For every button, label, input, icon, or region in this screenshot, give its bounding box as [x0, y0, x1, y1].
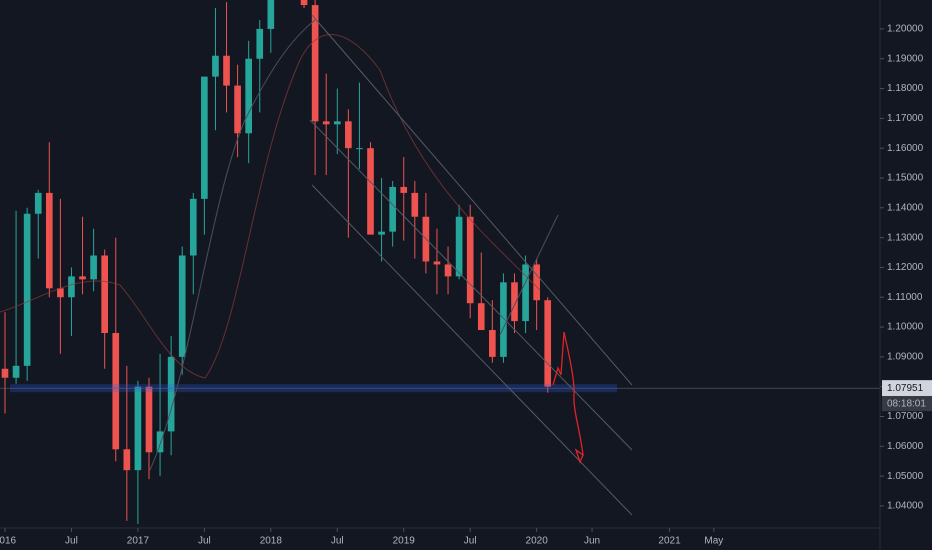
- moving-average: [149, 19, 316, 471]
- candle-body: [23, 213, 31, 366]
- x-tick-label: Jun: [584, 536, 600, 547]
- candle-body: [167, 356, 175, 432]
- x-tick-label: Jul: [65, 536, 78, 547]
- y-tick-label: 1.10000: [887, 322, 924, 333]
- candle-body: [378, 231, 385, 235]
- x-tick-label: 2017: [127, 536, 150, 547]
- x-tick-label: Jul: [198, 536, 211, 547]
- candle-body: [544, 300, 552, 387]
- candle-body: [267, 0, 275, 29]
- candle-body: [345, 121, 352, 149]
- price-label-box: [882, 380, 932, 397]
- candle-body: [134, 386, 142, 471]
- candle-body: [123, 449, 131, 471]
- candle-body: [333, 121, 341, 125]
- candle-body: [400, 186, 408, 193]
- candle-body: [189, 198, 197, 256]
- price-label: 1.07951: [887, 383, 924, 394]
- y-tick-label: 1.19000: [887, 53, 924, 64]
- candle-body: [533, 264, 540, 301]
- candle-body: [389, 186, 396, 232]
- candle-body: [489, 330, 496, 357]
- candle-body: [156, 431, 164, 453]
- channel-line: [311, 14, 633, 386]
- candle-body: [444, 264, 452, 277]
- candle-body: [234, 85, 241, 134]
- candle-body: [245, 58, 252, 134]
- candle-body: [112, 333, 120, 450]
- countdown-box: [882, 396, 932, 412]
- candle-body: [455, 216, 463, 277]
- candle-body: [511, 282, 518, 322]
- y-tick-label: 1.12000: [887, 262, 924, 273]
- candle-body: [522, 264, 529, 322]
- y-tick-label: 1.18000: [887, 83, 924, 94]
- y-tick-label: 1.09000: [887, 352, 924, 363]
- x-tick-label: 2016: [0, 536, 17, 547]
- candle-body: [45, 192, 53, 289]
- candle-body: [12, 365, 20, 378]
- candle-body: [356, 148, 363, 150]
- candle-body: [300, 0, 308, 6]
- x-tick-label: May: [704, 536, 723, 547]
- projection-arrow: [552, 331, 584, 464]
- moving-average: [0, 34, 541, 379]
- channel-line: [309, 119, 633, 451]
- y-tick-label: 1.05000: [887, 471, 924, 482]
- candle-body: [433, 261, 441, 265]
- candle-body: [1, 368, 9, 378]
- y-tick-label: 1.16000: [887, 143, 924, 154]
- candle-body: [367, 148, 374, 235]
- candle-body: [68, 276, 75, 298]
- x-tick-label: 2018: [260, 536, 283, 547]
- x-tick-label: 2020: [526, 536, 549, 547]
- candle-body: [311, 5, 319, 122]
- candle-body: [57, 288, 64, 298]
- x-tick-label: 2021: [658, 536, 681, 547]
- candle-body: [500, 282, 507, 357]
- y-tick-label: 1.06000: [887, 441, 924, 452]
- x-tick-label: 2019: [393, 536, 416, 547]
- candle-body: [79, 276, 86, 280]
- candle-body: [90, 255, 97, 280]
- y-tick-label: 1.13000: [887, 232, 924, 243]
- fan-line: [499, 214, 559, 336]
- drawings: [0, 14, 633, 516]
- candle-body: [477, 303, 485, 331]
- y-tick-label: 1.14000: [887, 202, 924, 213]
- candle-body: [201, 76, 208, 199]
- y-tick-label: 1.20000: [887, 24, 924, 35]
- candle-body: [101, 255, 109, 334]
- candle-body: [212, 55, 219, 77]
- y-tick-label: 1.11000: [887, 292, 923, 303]
- x-tick-label: Jul: [331, 536, 344, 547]
- candle-body: [34, 192, 42, 214]
- candle-body: [256, 28, 264, 59]
- x-tick-label: Jul: [464, 536, 477, 547]
- candle-body: [411, 192, 419, 217]
- candle-body: [466, 216, 474, 304]
- candle-body: [322, 121, 330, 125]
- y-tick-label: 1.04000: [887, 501, 924, 512]
- candle-body: [178, 255, 186, 357]
- candle-body: [145, 386, 153, 453]
- y-tick-label: 1.15000: [887, 173, 924, 184]
- y-tick-label: 1.17000: [887, 113, 924, 124]
- countdown: 08:18:01: [887, 398, 926, 409]
- candle-body: [223, 55, 230, 86]
- y-tick-label: 1.07000: [887, 411, 924, 422]
